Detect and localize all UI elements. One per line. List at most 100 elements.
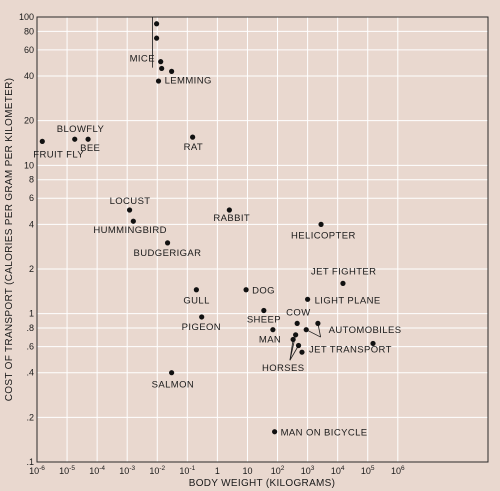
data-point: [159, 65, 165, 72]
x-axis-label: BODY WEIGHT (KILOGRAMS): [189, 478, 336, 489]
data-point: [158, 59, 164, 65]
data-point: [153, 21, 160, 27]
data-point: [39, 138, 45, 144]
x-tick-label: 10-5: [59, 465, 75, 476]
data-point: [164, 240, 171, 246]
point-label: LIGHT PLANE: [315, 295, 381, 306]
data-point: [270, 327, 276, 333]
horses-connector: [289, 345, 299, 361]
x-tick-exponent: -2: [159, 465, 165, 472]
x-tick-base: 10: [391, 466, 401, 476]
data-point: [295, 342, 302, 349]
x-tick-exponent: 5: [371, 465, 375, 472]
point-label: BLOWFLY: [57, 124, 105, 135]
point-label: JET TRANSPORT: [309, 344, 392, 355]
data-point: [272, 429, 278, 435]
y-tick-label: 60: [24, 45, 34, 55]
data-point: [318, 221, 324, 227]
x-tick-exponent: 4: [341, 465, 345, 472]
y-tick-label: .2: [26, 412, 34, 422]
data-point: [155, 78, 162, 84]
x-tick-base: 10: [59, 466, 69, 476]
point-label: RAT: [184, 142, 204, 153]
x-tick-label: 10-4: [89, 465, 105, 476]
point-label: FRUIT FLY: [33, 149, 84, 160]
y-tick-label: 1: [29, 309, 34, 319]
y-tick-label: 40: [24, 71, 34, 81]
y-tick-label: .8: [26, 323, 34, 333]
x-tick-base: 1: [215, 466, 220, 476]
point-label: DOG: [252, 286, 275, 297]
point-label: MAN ON BICYCLE: [281, 428, 368, 439]
x-tick-label: 105: [361, 465, 375, 476]
x-tick-exponent: 3: [311, 465, 315, 472]
point-label: BUDGERIGAR: [134, 248, 202, 259]
point-label: LEMMING: [165, 75, 212, 86]
y-tick-label: 6: [29, 193, 34, 203]
data-point: [293, 332, 299, 338]
y-tick-label: 8: [29, 175, 34, 185]
x-tick-label: 10-6: [29, 465, 45, 476]
y-tick-label: .6: [26, 342, 34, 352]
x-tick-label: 10-2: [149, 465, 165, 476]
data-point: [261, 307, 267, 314]
y-tick-label: 4: [29, 219, 34, 229]
x-tick-labels: 10-6 10-5 10-4 10-3 10-2 10-1 1 10 102 103 104 105 1…: [29, 465, 405, 476]
data-point: [370, 340, 376, 347]
point-label: HUMMINGBIRD: [93, 225, 167, 236]
y-axis-label: COST OF TRANSPORT (CALORIES PER GRAM PER…: [4, 78, 15, 402]
plot-area: [37, 17, 488, 462]
data-point: [153, 35, 160, 41]
x-tick-exponent: 6: [401, 465, 405, 472]
point-label: HORSES: [262, 363, 305, 374]
x-tick-exponent: -3: [129, 465, 135, 472]
data-point: [126, 207, 133, 213]
x-tick-base: 10: [149, 466, 159, 476]
x-tick-base: 10: [89, 466, 99, 476]
data-point: [305, 296, 311, 302]
point-label: SALMON: [152, 380, 195, 391]
x-tick-label: 10-3: [119, 465, 135, 476]
x-tick-label: 106: [391, 465, 405, 476]
data-point: [169, 370, 175, 376]
x-tick-exponent: -4: [99, 465, 105, 472]
data-point: [130, 218, 136, 224]
x-tick-base: 10: [301, 466, 311, 476]
y-tick-labels: .1 .2 .4 .6 .8 1 2 4 6 8 10 20 40 60 80 100: [19, 12, 34, 467]
group-label: MICE: [130, 54, 155, 65]
x-tick-base: 10: [242, 466, 252, 476]
data-point: [169, 68, 175, 74]
x-tick-base: 10: [361, 466, 371, 476]
point-label: RABBIT: [213, 213, 250, 224]
automobiles-connector: [306, 329, 321, 338]
point-label: COW: [286, 307, 310, 318]
data-point: [72, 136, 78, 142]
x-tick-label: 10: [242, 466, 252, 476]
x-tick-base: 10: [271, 466, 281, 476]
data-point: [199, 314, 205, 320]
x-tick-exponent: -1: [189, 465, 195, 472]
data-point: [243, 287, 249, 293]
x-tick-base: 10: [331, 466, 341, 476]
x-tick-exponent: 2: [281, 465, 285, 472]
point-labels: FRUIT FLY BLOWFLY BEE LEMMING RAT LOCUST HUMMI…: [33, 54, 401, 439]
data-point: [85, 136, 91, 142]
data-point: [294, 320, 300, 326]
data-point: [290, 336, 296, 343]
data-point: [190, 134, 196, 140]
group-label: AUTOMOBILES: [329, 325, 402, 336]
point-label: BEE: [80, 143, 100, 154]
x-tick-base: 10: [119, 466, 129, 476]
y-tick-label: 10: [24, 160, 34, 170]
data-point: [315, 320, 321, 326]
y-tick-label: 2: [29, 264, 34, 274]
data-point: [193, 287, 199, 293]
x-tick-base: 10: [29, 466, 39, 476]
plot-frame: [36, 16, 489, 463]
point-label: PIGEON: [182, 322, 221, 333]
x-tick-label: 103: [301, 465, 315, 476]
y-tick-label: 100: [19, 12, 34, 22]
data-points: [39, 21, 376, 435]
y-tick-label: .4: [26, 368, 34, 378]
